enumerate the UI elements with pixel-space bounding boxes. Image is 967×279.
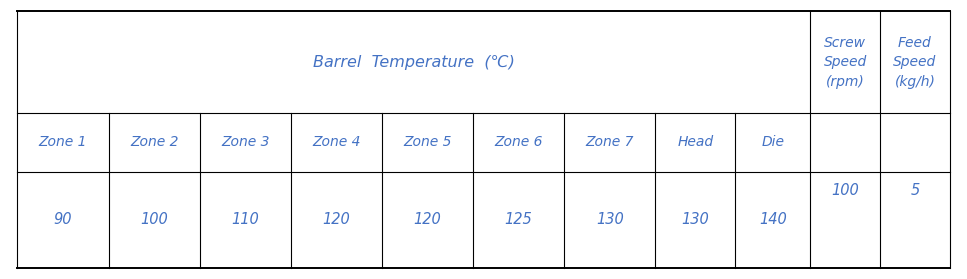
Text: Zone 4: Zone 4 xyxy=(312,135,361,149)
Text: 90: 90 xyxy=(54,212,73,227)
Text: 130: 130 xyxy=(682,212,709,227)
Text: Zone 6: Zone 6 xyxy=(494,135,542,149)
Text: Zone 5: Zone 5 xyxy=(403,135,452,149)
Text: Zone 3: Zone 3 xyxy=(221,135,270,149)
Text: 110: 110 xyxy=(231,212,259,227)
Text: Barrel  Temperature  (℃): Barrel Temperature (℃) xyxy=(313,55,514,69)
Text: Head: Head xyxy=(677,135,714,149)
Text: 140: 140 xyxy=(759,212,787,227)
Text: Zone 7: Zone 7 xyxy=(585,135,634,149)
Text: Feed
Speed
(kg/h): Feed Speed (kg/h) xyxy=(894,36,937,88)
Text: 120: 120 xyxy=(414,212,441,227)
Text: 5: 5 xyxy=(910,183,920,198)
Text: Die: Die xyxy=(761,135,784,149)
Text: 100: 100 xyxy=(140,212,168,227)
Text: Zone 2: Zone 2 xyxy=(130,135,178,149)
Text: 125: 125 xyxy=(505,212,533,227)
Text: 120: 120 xyxy=(322,212,350,227)
Text: 100: 100 xyxy=(832,183,859,198)
Text: Zone 1: Zone 1 xyxy=(39,135,87,149)
Text: 130: 130 xyxy=(596,212,624,227)
Text: Screw
Speed
(rpm): Screw Speed (rpm) xyxy=(824,36,866,88)
